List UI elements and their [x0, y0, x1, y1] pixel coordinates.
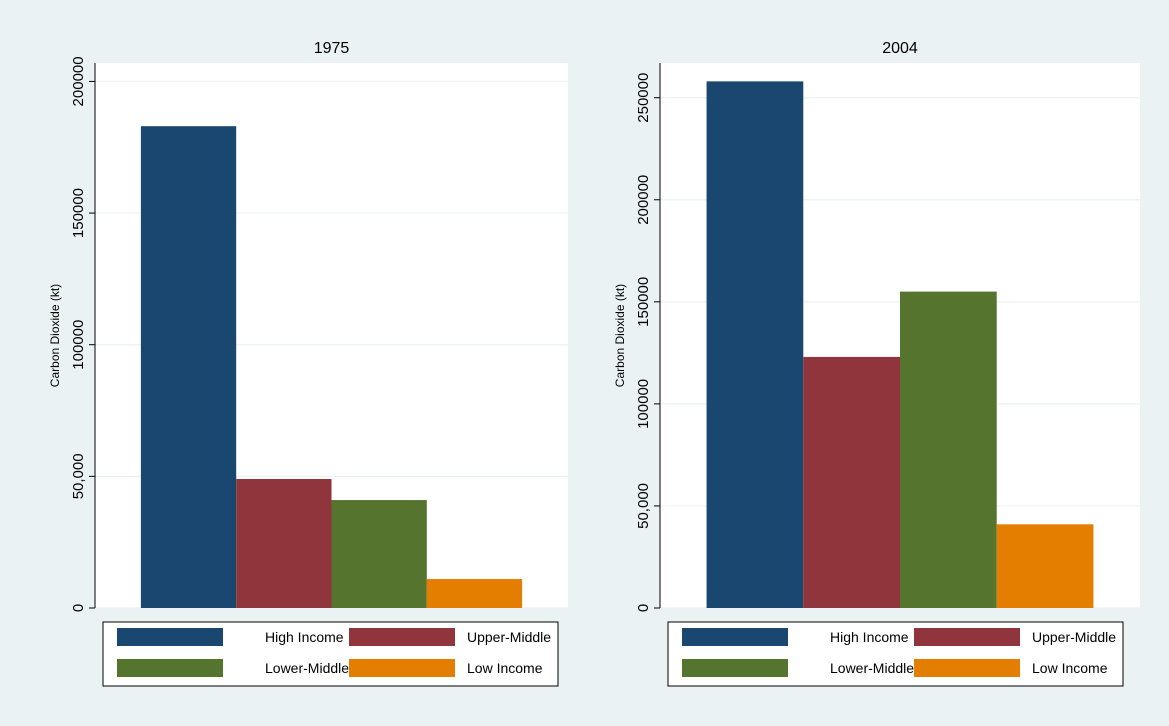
y-tick-label: 100000 — [635, 379, 652, 429]
legend-swatch — [682, 628, 788, 646]
bar — [803, 356, 900, 608]
bar — [426, 579, 523, 608]
legend-label: High Income — [830, 629, 909, 645]
legend-swatch — [914, 659, 1020, 677]
legend-swatch — [682, 659, 788, 677]
legend-swatch — [349, 659, 455, 677]
bar — [900, 291, 997, 608]
y-tick-label: 0 — [635, 604, 652, 612]
legend-swatch — [117, 628, 223, 646]
y-tick-label: 250000 — [635, 73, 652, 123]
legend-label: High Income — [265, 629, 344, 645]
y-tick-label: 150000 — [70, 188, 87, 238]
bar — [140, 126, 237, 608]
legend-swatch — [117, 659, 223, 677]
legend-swatch — [914, 628, 1020, 646]
y-axis-label: Carbon Dioxide (kt) — [48, 284, 62, 387]
legend-label: Lower-Middle — [265, 660, 349, 676]
y-tick-label: 150000 — [635, 277, 652, 327]
bar — [706, 81, 804, 608]
y-tick-label: 200000 — [70, 56, 87, 106]
legend-swatch — [349, 628, 455, 646]
legend-label: Upper-Middle — [1032, 629, 1116, 645]
legend-label: Low Income — [1032, 660, 1108, 676]
bar — [996, 524, 1094, 608]
y-tick-label: 200000 — [635, 175, 652, 225]
bar — [236, 478, 332, 608]
panel-title: 1975 — [314, 40, 350, 57]
y-tick-label: 0 — [70, 604, 87, 612]
y-tick-label: 100000 — [70, 320, 87, 370]
panel-title: 2004 — [882, 40, 918, 57]
legend-label: Low Income — [467, 660, 543, 676]
legend-label: Lower-Middle — [830, 660, 914, 676]
y-tick-label: 50,000 — [635, 483, 652, 529]
bar — [331, 500, 427, 608]
y-tick-label: 50,000 — [70, 453, 87, 499]
legend-label: Upper-Middle — [467, 629, 551, 645]
y-axis-label: Carbon Dioxide (kt) — [613, 284, 627, 387]
